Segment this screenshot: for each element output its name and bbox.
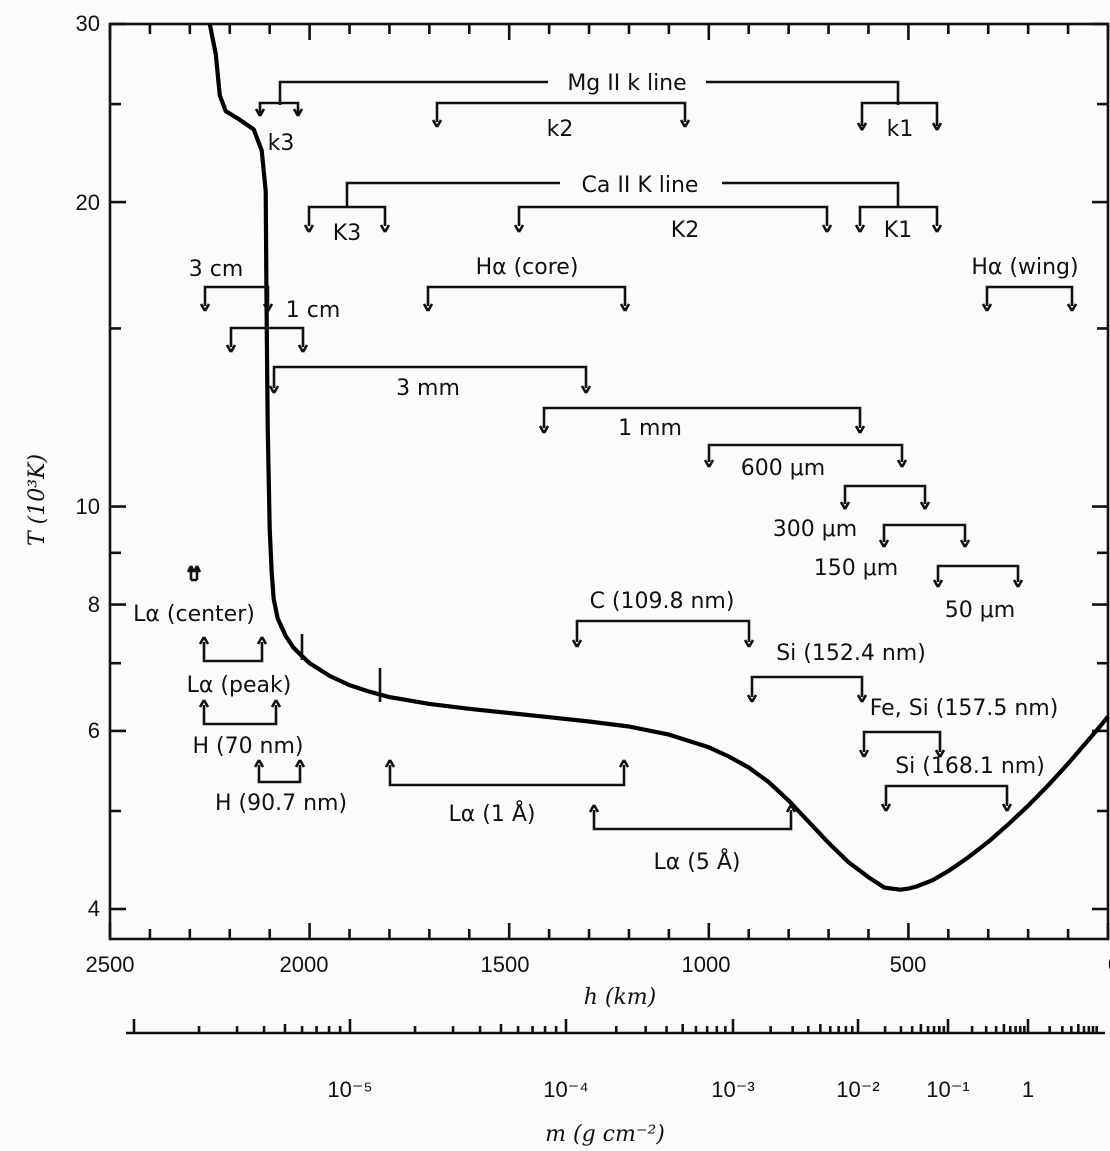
temperature-curve: [207, 23, 1110, 892]
annotation-label: 3 mm: [396, 376, 460, 401]
mass-tick-label: 10⁻³: [711, 1077, 754, 1102]
y-tick-label: 30: [76, 11, 100, 36]
annotation-label: Lα (center): [133, 602, 255, 627]
plot-frame: [108, 22, 1110, 941]
x-tick-label: 500: [890, 952, 927, 977]
annotation-label: Lα (5 Å): [654, 848, 741, 875]
annotation-label: 3 cm: [189, 257, 244, 282]
x-tick-label: 2000: [280, 952, 329, 977]
annotation-label: K3: [333, 221, 361, 246]
annotation-label: Ca II K line: [582, 173, 699, 198]
x-tick-label: 1000: [682, 952, 731, 977]
annotation-label: K2: [671, 218, 699, 243]
annotation-label: Hα (core): [476, 255, 579, 280]
y-tick-label: 4: [88, 896, 100, 921]
annotation-label: C (109.8 nm): [590, 589, 735, 614]
annotation-label: Mg II k line: [567, 71, 686, 96]
x-tick-label: 0: [1108, 952, 1110, 977]
y-tick-label: 8: [88, 592, 100, 617]
mass-axis-title: m (g cm⁻²): [545, 1122, 665, 1147]
y-axis-title: T (10³K): [25, 454, 50, 546]
mass-tick-label: 1: [1022, 1077, 1034, 1102]
annotation-label: Si (152.4 nm): [776, 641, 926, 666]
annotation-label: H (70 nm): [192, 734, 303, 759]
annotation-label: 150 μm: [814, 556, 898, 581]
y-tick-label: 6: [88, 718, 100, 743]
annotation-label: k3: [268, 131, 295, 156]
annotation-label: K1: [884, 218, 912, 243]
annotation-label: Si (168.1 nm): [895, 754, 1045, 779]
mass-tick-label: 10⁻⁵: [327, 1077, 372, 1102]
annotation-label: Fe, Si (157.5 nm): [870, 696, 1059, 721]
annotation-label: k2: [547, 117, 574, 142]
mass-axis-ticks: [132, 1019, 1099, 1033]
annotation-label: Hα (wing): [971, 255, 1078, 280]
mass-tick-label: 10⁻²: [836, 1077, 879, 1102]
y-tick-label: 20: [76, 190, 100, 215]
annotation-label: 1 mm: [618, 416, 682, 441]
y-minor-ticks: [110, 22, 1108, 911]
annotation-label: 1 cm: [286, 298, 341, 323]
y-tick-label: 10: [76, 494, 100, 519]
mass-tick-label: 10⁻¹: [926, 1077, 969, 1102]
x-tick-label: 2500: [86, 952, 135, 977]
annotation-label: H (90.7 nm): [215, 791, 347, 816]
bracket-group: [186, 80, 1078, 831]
x-axis-title: h (km): [584, 985, 657, 1010]
annotation-label: k1: [887, 117, 914, 142]
x-tick-label: 1500: [481, 952, 530, 977]
annotation-label: 600 μm: [741, 456, 825, 481]
annotation-label: 50 μm: [945, 598, 1015, 623]
x-minor-ticks: [108, 24, 1110, 939]
mass-tick-label: 10⁻⁴: [543, 1077, 589, 1102]
annotation-label: Lα (peak): [187, 673, 292, 698]
annotation-label: 300 μm: [773, 517, 857, 542]
annotation-label: Lα (1 Å): [449, 800, 536, 827]
